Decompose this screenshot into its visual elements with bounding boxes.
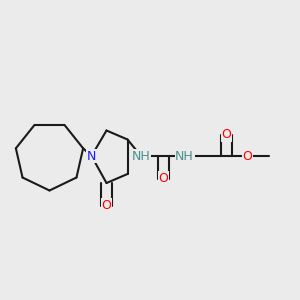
Text: O: O (222, 128, 231, 142)
Text: NH: NH (175, 149, 194, 163)
Text: O: O (159, 172, 168, 185)
Text: NH: NH (132, 149, 150, 163)
Text: N: N (87, 149, 96, 163)
Text: O: O (243, 149, 252, 163)
Text: O: O (102, 199, 111, 212)
